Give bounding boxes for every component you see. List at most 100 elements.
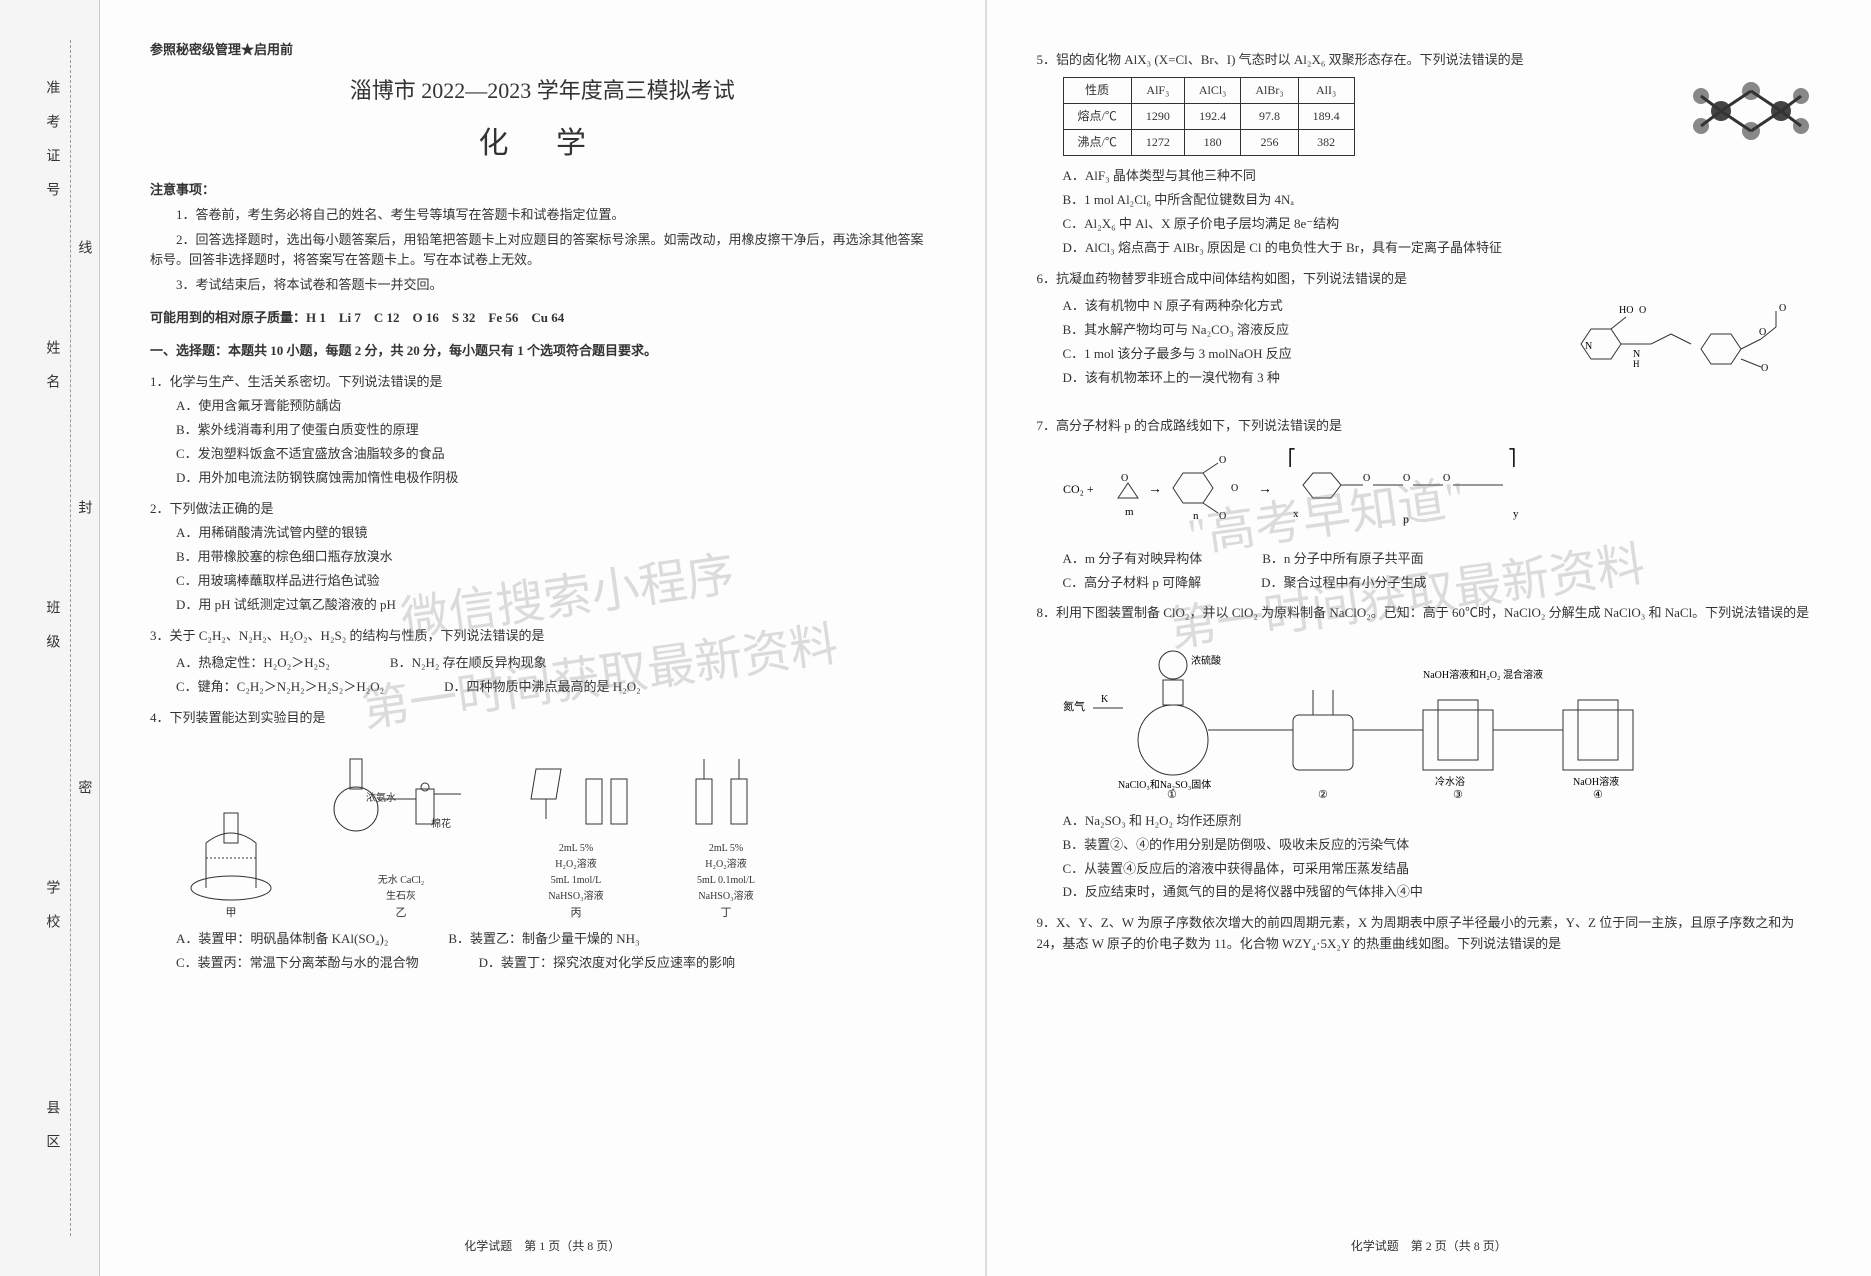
th: AlCl₃ xyxy=(1184,77,1241,103)
svg-text:NaOH溶液: NaOH溶液 xyxy=(1573,775,1619,788)
svg-text:NaClO₃和Na₂SO₃固体: NaClO₃和Na₂SO₃固体 xyxy=(1118,779,1211,791)
page-2: "高考早知道" 第一时间获取最新资料 5．铝的卤化物 AlX₃ (X=Cl、Br… xyxy=(987,0,1871,1276)
q7-opt-d: D．聚合过程中有小分子生成 xyxy=(1261,573,1426,594)
svg-text:O: O xyxy=(1403,473,1410,484)
spine-label: 学校 xyxy=(40,880,62,948)
q8-apparatus: 氮气 K 浓硫酸 NaClO₃和Na₂SO₃固体 ① ② xyxy=(1063,630,1822,807)
spine-label: 姓名 xyxy=(40,340,62,408)
q6-opt-b: B．其水解产物均可与 Na₂CO₃ 溶液反应 xyxy=(1063,320,1542,341)
diagram-label: 丙 xyxy=(516,905,636,923)
q5-opt-b: B．1 mol Al₂Cl₆ 中所含配位键数目为 4Nₐ xyxy=(1063,190,1822,211)
q7-opt-a: A．m 分子有对映异构体 xyxy=(1063,549,1203,570)
q5-molecule-figure xyxy=(1681,71,1821,158)
svg-text:K: K xyxy=(1101,694,1109,705)
question-9: 9．X、Y、Z、W 为原子序数依次增大的前四周期元素，X 为周期表中原子半径最小… xyxy=(1037,913,1822,955)
svg-text:O: O xyxy=(1231,483,1238,494)
annot: 5mL 1mol/L NaHSO₃溶液 xyxy=(516,873,636,905)
q8-opt-c: C．从装置④反应后的溶液中获得晶体，可采用常压蒸发结晶 xyxy=(1063,859,1822,880)
svg-text:③: ③ xyxy=(1453,789,1463,800)
q2-opt-d: D．用 pH 试纸测定过氧乙酸溶液的 pH xyxy=(176,595,935,616)
spine-dash: 线 xyxy=(72,240,94,274)
q1-opt-b: B．紫外线消毒利用了使蛋白质变性的原理 xyxy=(176,420,935,441)
cell: 189.4 xyxy=(1298,103,1354,129)
molecule-icon: N HO O NH O O xyxy=(1561,289,1821,399)
cell: 沸点/℃ xyxy=(1063,130,1131,156)
q5-stem: 5．铝的卤化物 AlX₃ (X=Cl、Br、I) 气态时以 Al₂X₆ 双聚形态… xyxy=(1037,50,1822,71)
svg-text:①: ① xyxy=(1167,789,1177,800)
q3-opt-c: C．键角：C₂H₂＞N₂H₂＞H₂S₂＞H₂O₂ xyxy=(176,677,384,698)
cell: 1272 xyxy=(1131,130,1184,156)
q1-opt-d: D．用外加电流法防钢铁腐蚀需加惰性电极作阴极 xyxy=(176,468,935,489)
q1-opt-a: A．使用含氟牙膏能预防龋齿 xyxy=(176,396,935,417)
question-2: 2．下列做法正确的是 A．用稀硝酸清洗试管内壁的银镜 B．用带橡胶塞的棕色细口瓶… xyxy=(150,499,935,616)
cell: 180 xyxy=(1184,130,1241,156)
q4-opt-d: D．装置丁：探究浓度对化学反应速率的影响 xyxy=(479,953,735,974)
q2-opt-c: C．用玻璃棒蘸取样品进行焰色试验 xyxy=(176,571,935,592)
apparatus-icon xyxy=(176,803,286,903)
annot: 棉花 xyxy=(366,817,516,833)
spine-label: 准考证号 xyxy=(40,80,62,216)
diagram-label: 乙 xyxy=(326,905,476,923)
question-8: 8．利用下图装置制备 ClO₂，并以 ClO₂ 为原料制备 NaClO₂。已知：… xyxy=(1037,603,1822,903)
q8-stem: 8．利用下图装置制备 ClO₂，并以 ClO₂ 为原料制备 NaClO₂。已知：… xyxy=(1037,603,1822,624)
page-container: 准考证号 线 姓名 封 班级 密 学校 县区 微信搜索小程序 第一时间获取最新资… xyxy=(0,0,1871,1276)
page-1: 微信搜索小程序 第一时间获取最新资料 参照秘密级管理★启用前 淄博市 2022—… xyxy=(100,0,987,1276)
q8-opt-d: D．反应结束时，通氮气的目的是将仪器中残留的气体排入④中 xyxy=(1063,882,1822,903)
svg-text:O: O xyxy=(1443,473,1450,484)
q6-opt-d: D．该有机物苯环上的一溴代物有 3 种 xyxy=(1063,368,1542,389)
q8-opt-a: A．Na₂SO₃ 和 H₂O₂ 均作还原剂 xyxy=(1063,811,1822,832)
annot: 浓氨水 xyxy=(306,791,456,807)
q2-stem: 2．下列做法正确的是 xyxy=(150,499,935,520)
exam-title: 淄博市 2022—2023 学年度高三模拟考试 xyxy=(150,73,935,108)
q7-stem: 7．高分子材料 p 的合成路线如下，下列说法错误的是 xyxy=(1037,416,1822,437)
q2-opt-b: B．用带橡胶塞的棕色细口瓶存放溴水 xyxy=(176,547,935,568)
svg-text:→: → xyxy=(1148,482,1162,497)
q1-opt-c: C．发泡塑料饭盒不适宜盛放含油脂较多的食品 xyxy=(176,444,935,465)
question-7: 7．高分子材料 p 的合成路线如下，下列说法错误的是 CO₂ + O → m O… xyxy=(1037,416,1822,593)
q6-structure-figure: N HO O NH O O xyxy=(1561,289,1821,406)
q4-diagram-a: 甲 xyxy=(176,803,286,923)
section-head: 一、选择题：本题共 10 小题，每题 2 分，共 20 分，每小题只有 1 个选… xyxy=(150,341,935,362)
svg-text:氮气: 氮气 xyxy=(1063,699,1085,713)
th: AlF₃ xyxy=(1131,77,1184,103)
q7-scheme: CO₂ + O → m O O O n → ⎡ O xyxy=(1063,443,1822,540)
confidential-header: 参照秘密级管理★启用前 xyxy=(150,40,935,61)
spine-dash: 密 xyxy=(72,780,94,814)
q5-table: 性质 AlF₃ AlCl₃ AlBr₃ AlI₃ 熔点/℃ 1290 192.4… xyxy=(1063,77,1355,157)
question-3: 3．关于 C₂H₂、N₂H₂、H₂O₂、H₂S₂ 的结构与性质，下列说法错误的是… xyxy=(150,626,935,698)
q1-stem: 1．化学与生产、生活关系密切。下列说法错误的是 xyxy=(150,372,935,393)
q5-opt-c: C．Al₂X₆ 中 Al、X 原子价电子层均满足 8e⁻结构 xyxy=(1063,214,1822,235)
question-5: 5．铝的卤化物 AlX₃ (X=Cl、Br、I) 气态时以 Al₂X₆ 双聚形态… xyxy=(1037,50,1822,259)
q4-opt-a: A．装置甲：明矾晶体制备 KAl(SO₄)₂ xyxy=(176,929,388,950)
cell: 256 xyxy=(1241,130,1298,156)
q5-opt-d: D．AlCl₃ 熔点高于 AlBr₃ 原因是 Cl 的电负性大于 Br，具有一定… xyxy=(1063,238,1822,259)
page-footer: 化学试题 第 1 页（共 8 页） xyxy=(100,1237,985,1256)
q4-diagram-d: 2mL 5% H₂O₂溶液 5mL 0.1mol/L NaHSO₃溶液 丁 xyxy=(676,739,776,923)
q3-stem: 3．关于 C₂H₂、N₂H₂、H₂O₂、H₂S₂ 的结构与性质，下列说法错误的是 xyxy=(150,626,935,647)
th: AlI₃ xyxy=(1298,77,1354,103)
spine-label: 班级 xyxy=(40,600,62,668)
svg-text:H: H xyxy=(1633,359,1640,369)
q4-opt-c: C．装置丙：常温下分离苯酚与水的混合物 xyxy=(176,953,419,974)
atomic-mass: 可能用到的相对原子质量：H 1 Li 7 C 12 O 16 S 32 Fe 5… xyxy=(150,308,935,329)
q4-diagrams: 甲 浓氨水 棉花 无水 CaCl₂ 生石灰 乙 xyxy=(176,739,935,923)
notice-item: 3．考试结束后，将本试卷和答题卡一并交回。 xyxy=(150,275,935,296)
svg-text:NaOH溶液和H₂O₂ 混合溶液: NaOH溶液和H₂O₂ 混合溶液 xyxy=(1423,668,1543,681)
question-6: 6．抗凝血药物替罗非班合成中间体结构如图，下列说法错误的是 A．该有机物中 N … xyxy=(1037,269,1822,407)
svg-text:N: N xyxy=(1585,341,1592,352)
cell: 1290 xyxy=(1131,103,1184,129)
q6-stem: 6．抗凝血药物替罗非班合成中间体结构如图，下列说法错误的是 xyxy=(1037,269,1822,290)
q8-opt-b: B．装置②、④的作用分别是防倒吸、吸收未反应的污染气体 xyxy=(1063,835,1822,856)
svg-text:⎤: ⎤ xyxy=(1508,448,1516,468)
svg-text:x: x xyxy=(1293,508,1299,520)
notice-head: 注意事项： xyxy=(150,180,935,201)
q2-opt-a: A．用稀硝酸清洗试管内壁的银镜 xyxy=(176,523,935,544)
svg-text:O: O xyxy=(1219,511,1226,522)
reaction-scheme-icon: CO₂ + O → m O O O n → ⎡ O xyxy=(1063,443,1743,533)
svg-text:p: p xyxy=(1403,512,1409,526)
q4-stem: 4．下列装置能达到实验目的是 xyxy=(150,708,935,729)
svg-text:HO: HO xyxy=(1619,305,1633,316)
q7-opt-c: C．高分子材料 p 可降解 xyxy=(1063,573,1202,594)
question-4: 4．下列装置能达到实验目的是 甲 xyxy=(150,708,935,974)
svg-text:O: O xyxy=(1219,455,1226,466)
